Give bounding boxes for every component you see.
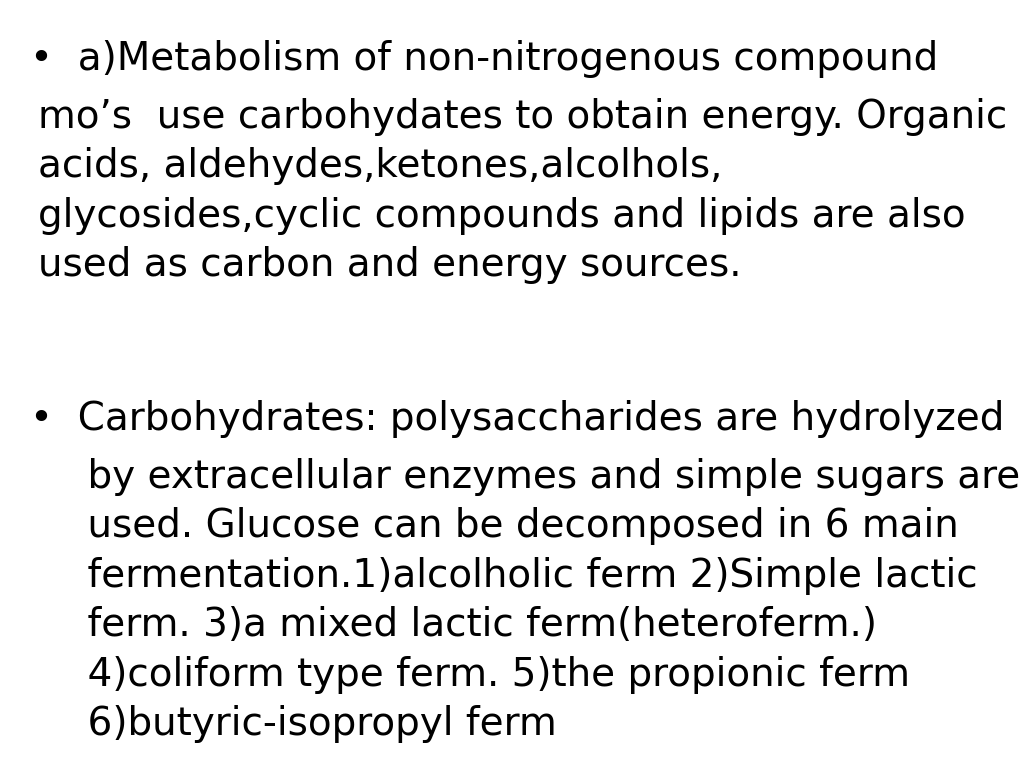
Text: •  a)Metabolism of non-nitrogenous compound: • a)Metabolism of non-nitrogenous compou…: [30, 40, 938, 78]
Text: by extracellular enzymes and simple sugars are
    used. Glucose can be decompos: by extracellular enzymes and simple suga…: [38, 458, 1020, 743]
Text: mo’s  use carbohydates to obtain energy. Organic
acids, aldehydes,ketones,alcolh: mo’s use carbohydates to obtain energy. …: [38, 98, 1008, 284]
Text: •  Carbohydrates: polysaccharides are hydrolyzed: • Carbohydrates: polysaccharides are hyd…: [30, 400, 1005, 438]
